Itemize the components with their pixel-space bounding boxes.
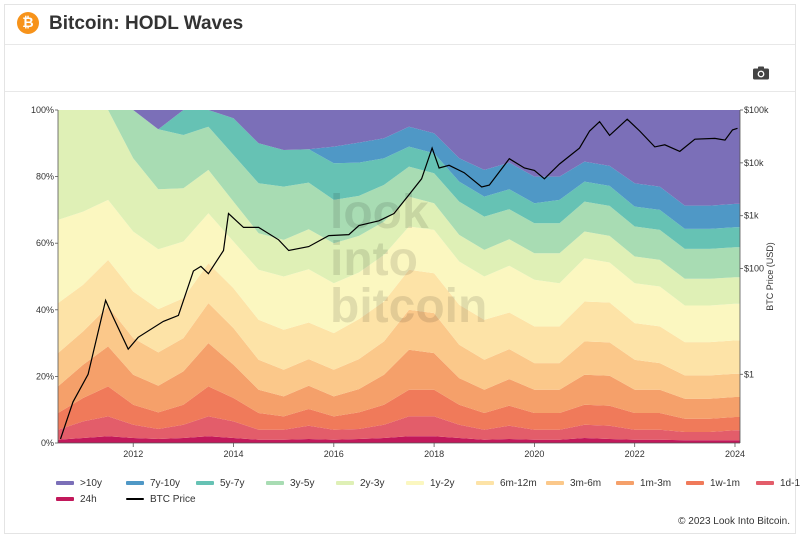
y-axis-right: $1 $100 $1k $10k $100k — [739, 105, 769, 443]
legend-label: 1y-2y — [430, 478, 455, 489]
y-axis-left: 0% 20% 40% 60% 80% 100% — [31, 105, 59, 448]
legend-label: 24h — [80, 494, 97, 505]
legend-swatch — [476, 481, 494, 486]
band-1w-1m — [58, 386, 740, 432]
legend-label: BTC Price — [150, 494, 196, 505]
legend-label: 1w-1m — [710, 478, 741, 489]
legend-label: 1m-3m — [640, 478, 672, 489]
watermark: look into bitcoin — [330, 186, 487, 333]
legend-item[interactable]: 1w-1m — [686, 478, 740, 489]
y-right-tick-label: $1k — [744, 211, 759, 221]
camera-icon[interactable] — [753, 66, 769, 80]
legend-swatch — [126, 481, 144, 486]
band-1d-1w — [58, 416, 740, 441]
legend-item[interactable]: 6m-12m — [476, 478, 537, 489]
legend-item[interactable]: 1y-2y — [406, 478, 454, 489]
x-axis: 2012 2014 2016 2018 2020 2022 2024 — [58, 442, 745, 459]
band-6m-12m — [58, 259, 740, 376]
watermark-line-1: look — [330, 186, 429, 239]
band-1y-2y — [58, 199, 740, 343]
legend-label: 6m-12m — [500, 478, 537, 489]
legend-swatch — [686, 481, 704, 486]
legend-item[interactable]: 3m-6m — [546, 478, 601, 489]
legend-swatch — [266, 481, 284, 486]
legend-item[interactable]: 3y-5y — [266, 478, 314, 489]
x-tick-label: 2012 — [123, 449, 143, 459]
chart-toolbar — [5, 46, 795, 92]
y-left-tick-label: 80% — [36, 172, 54, 182]
legend-label: >10y — [80, 478, 102, 489]
band-7y-10y — [58, 110, 740, 229]
watermark-line-3: bitcoin — [330, 280, 487, 333]
y-left-tick-label: 60% — [36, 238, 54, 248]
legend-item[interactable]: >10y — [56, 478, 102, 489]
band-3y-5y — [58, 110, 740, 279]
legend-label: 1d-1w — [780, 478, 800, 489]
y-right-tick-label: $10k — [744, 158, 764, 168]
x-tick-label: 2022 — [625, 449, 645, 459]
legend-item[interactable]: 2y-3y — [336, 478, 384, 489]
legend-swatch — [546, 481, 564, 486]
legend-label: 3y-5y — [290, 478, 315, 489]
y-axis-right-label: BTC Price (USD) — [765, 242, 775, 311]
y-right-tick-label: $100 — [744, 264, 764, 274]
x-tick-label: 2024 — [725, 449, 745, 459]
bitcoin-icon: ₿ — [17, 12, 39, 34]
y-left-tick-label: 40% — [36, 305, 54, 315]
y-left-tick-label: 20% — [36, 371, 54, 381]
y-right-tick-label: $100k — [744, 105, 769, 115]
y-left-tick-label: 0% — [41, 438, 54, 448]
legend-swatch — [56, 497, 74, 502]
y-left-tick-label: 100% — [31, 105, 54, 115]
legend-swatch — [406, 481, 424, 486]
x-tick-label: 2018 — [424, 449, 444, 459]
x-tick-label: 2016 — [324, 449, 344, 459]
x-tick-label: 2014 — [223, 449, 243, 459]
legend-swatch — [196, 481, 214, 486]
legend-item[interactable]: 24h — [56, 494, 97, 505]
legend-label: 2y-3y — [360, 478, 385, 489]
legend-item[interactable]: 7y-10y — [126, 478, 180, 489]
chart-header: ₿ Bitcoin: HODL Waves — [5, 5, 795, 45]
y-right-tick-label: $1 — [744, 369, 754, 379]
band-5y-7y — [58, 110, 740, 249]
legend-swatch — [56, 481, 74, 486]
legend-label: 5y-7y — [220, 478, 245, 489]
watermark-line-2: into — [330, 233, 418, 286]
copyright-text: © 2023 Look Into Bitcoin. — [678, 516, 790, 527]
legend-label: 7y-10y — [150, 478, 181, 489]
band-3m-6m — [58, 303, 740, 399]
legend-item[interactable]: 1d-1w — [756, 478, 800, 489]
legend-label: 3m-6m — [570, 478, 602, 489]
band-24h — [58, 436, 740, 443]
legend-swatch — [336, 481, 354, 486]
legend-swatch — [756, 481, 774, 486]
x-tick-label: 2020 — [524, 449, 544, 459]
page-title: Bitcoin: HODL Waves — [49, 13, 244, 34]
legend-item[interactable]: 1m-3m — [616, 478, 671, 489]
band--10y — [58, 110, 740, 206]
legend-item[interactable]: BTC Price — [126, 494, 196, 505]
btc-price-line — [59, 118, 738, 440]
band-1m-3m — [58, 343, 740, 419]
legend-item[interactable]: 5y-7y — [196, 478, 244, 489]
legend-swatch — [616, 481, 634, 486]
legend-swatch — [126, 498, 144, 501]
